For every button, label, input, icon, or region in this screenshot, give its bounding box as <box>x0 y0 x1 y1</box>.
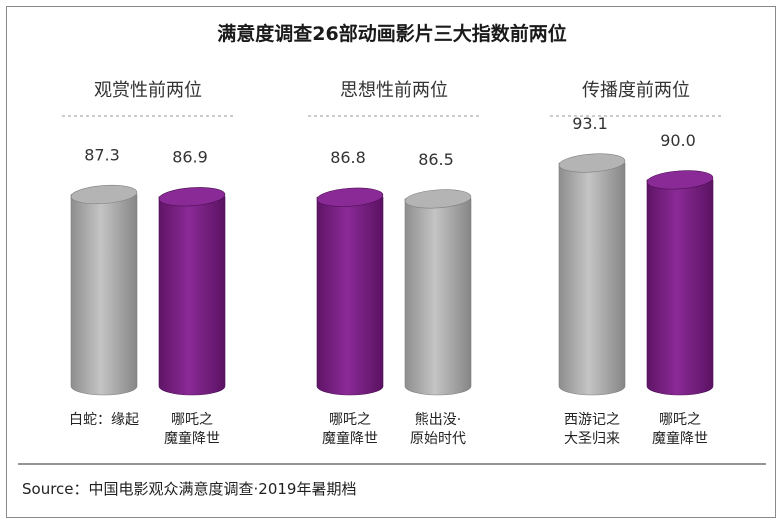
bar-body <box>316 196 384 396</box>
data-label: 93.1 <box>572 114 608 133</box>
bar-top <box>158 187 226 207</box>
category-label: 魔童降世 <box>164 430 220 447</box>
data-label: 86.8 <box>330 148 366 167</box>
category-label: 原始时代 <box>410 431 466 447</box>
group-title: 观赏性前两位 <box>94 80 202 101</box>
data-label: 86.9 <box>172 148 208 167</box>
bar <box>558 153 626 396</box>
group-title: 传播度前两位 <box>582 80 690 101</box>
category-label: 哪吒之 <box>659 412 701 428</box>
bar <box>646 170 714 396</box>
bar-body <box>70 194 138 396</box>
bar <box>158 187 226 396</box>
category-label: 魔童降世 <box>322 430 378 447</box>
category-label: 哪吒之 <box>171 412 213 428</box>
bar-top <box>70 184 138 205</box>
bar-body <box>158 196 226 396</box>
bar <box>404 189 472 396</box>
category-label: 哪吒之 <box>329 412 371 428</box>
category-label: 魔童降世 <box>652 430 708 447</box>
bar-body <box>404 198 472 396</box>
category-label: 熊出没· <box>415 412 461 428</box>
chart-frame <box>6 6 776 518</box>
category-label: 白蛇：缘起 <box>69 412 139 428</box>
bar <box>70 184 138 396</box>
source-note: Source：中国电影观众满意度调查·2019年暑期档 <box>22 480 356 498</box>
category-label: 大圣归来 <box>564 430 620 447</box>
bar-body <box>558 162 626 396</box>
data-label: 90.0 <box>660 131 696 150</box>
data-label: 86.5 <box>418 150 454 169</box>
category-label: 西游记之 <box>564 412 620 428</box>
bar <box>316 187 384 396</box>
bar-top <box>404 189 472 209</box>
bar-body <box>646 179 714 396</box>
bar-top <box>558 153 626 173</box>
bar-top <box>316 187 384 207</box>
chart-title: 满意度调查26部动画影片三大指数前两位 <box>217 22 566 45</box>
group-title: 思想性前两位 <box>340 80 448 101</box>
data-label: 87.3 <box>84 146 120 165</box>
bar-top <box>646 170 714 190</box>
